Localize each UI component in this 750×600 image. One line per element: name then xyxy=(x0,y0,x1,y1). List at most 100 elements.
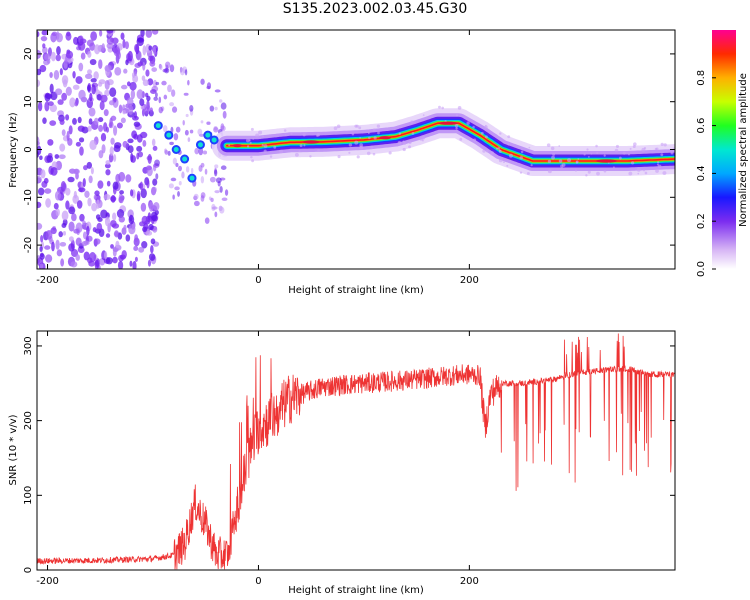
noise-blob xyxy=(96,199,100,210)
ridge-speckle xyxy=(422,114,425,117)
noise-blob xyxy=(126,97,134,107)
snr-plot-area xyxy=(37,331,675,570)
noise-blob xyxy=(215,177,222,184)
noise-blob xyxy=(154,92,158,98)
ridge-core xyxy=(232,144,243,148)
noise-blob xyxy=(90,78,97,83)
ridge-speckle xyxy=(603,154,606,157)
noise-blob xyxy=(141,240,148,249)
noise-blob xyxy=(40,235,44,243)
ridge-speckle xyxy=(547,169,552,174)
noise-blob xyxy=(113,125,118,136)
noise-blob xyxy=(61,92,68,101)
noise-blob xyxy=(72,168,80,175)
noise-blob xyxy=(78,41,86,51)
ridge-speckle xyxy=(333,126,338,131)
noise-blob xyxy=(39,253,45,260)
noise-blob xyxy=(91,84,96,95)
noise-blob xyxy=(56,46,61,56)
noise-blob xyxy=(129,81,137,91)
noise-blob xyxy=(104,251,108,260)
noise-blob xyxy=(71,213,77,222)
noise-blob xyxy=(140,188,147,199)
noise-blob xyxy=(113,154,117,162)
ridge-speckle xyxy=(263,144,268,148)
noise-blob xyxy=(104,163,111,169)
noise-blob xyxy=(153,96,158,101)
ridge-speckle xyxy=(662,171,667,176)
ridge-speckle xyxy=(656,163,659,166)
ridge-speckle xyxy=(299,144,303,148)
noise-blob xyxy=(189,129,194,134)
noise-blob xyxy=(146,165,152,171)
noise-blob xyxy=(150,89,157,94)
noise-blob xyxy=(152,46,157,55)
noise-blob xyxy=(87,51,92,58)
ridge-speckle xyxy=(454,124,459,128)
noise-blob xyxy=(50,91,58,101)
noise-blob xyxy=(39,263,44,269)
noise-blob xyxy=(65,50,74,59)
noise-blob xyxy=(198,147,204,156)
colorbar-tick-label: 0.6 xyxy=(696,118,707,134)
noise-blob xyxy=(90,167,94,175)
noise-blob xyxy=(152,79,158,88)
noise-blob xyxy=(94,44,101,55)
noise-blob xyxy=(55,208,60,217)
noise-blob xyxy=(78,137,85,143)
ridge-speckle xyxy=(560,164,564,168)
noise-blob xyxy=(56,249,63,257)
colorbar-label: Normalized spectral amplitude xyxy=(738,73,749,227)
noise-blob xyxy=(169,141,174,146)
noise-blob xyxy=(90,31,98,41)
noise-blob xyxy=(60,180,67,192)
ridge-speckle xyxy=(660,142,664,146)
noise-blob xyxy=(146,179,150,189)
noise-blob xyxy=(221,197,228,201)
noise-blob xyxy=(152,163,157,172)
ridge-speckle xyxy=(359,137,361,139)
ridge-speckle xyxy=(484,135,488,139)
noise-blob xyxy=(72,70,76,79)
y-tick-label: 200 xyxy=(23,411,34,430)
page-title: S135.2023.002.03.45.G30 xyxy=(282,1,468,17)
noise-blob xyxy=(39,245,43,253)
transition-bubble xyxy=(180,154,190,164)
ridge-speckle xyxy=(587,170,591,174)
ridge-speckle xyxy=(402,147,406,152)
noise-blob xyxy=(104,216,111,227)
noise-blob xyxy=(61,129,66,137)
noise-blob xyxy=(65,200,70,210)
noise-blob xyxy=(100,209,108,219)
noise-blob xyxy=(44,245,51,250)
noise-blob xyxy=(116,122,123,129)
noise-blob xyxy=(148,223,154,231)
noise-blob xyxy=(87,197,92,207)
ridge-speckle xyxy=(484,125,488,129)
noise-blob xyxy=(171,89,176,97)
noise-blob xyxy=(55,88,63,96)
transition-bubble xyxy=(153,121,163,131)
colorbar-tick-label: 0.8 xyxy=(696,70,707,86)
ridge-speckle xyxy=(577,158,580,160)
ridge-speckle xyxy=(558,145,561,147)
ridge-speckle xyxy=(519,156,523,160)
noise-blob xyxy=(112,248,117,257)
noise-blob xyxy=(110,219,117,228)
noise-blob xyxy=(37,145,42,156)
noise-blob xyxy=(150,211,158,222)
spectrogram-ylabel: Frequency (Hz) xyxy=(8,112,19,188)
noise-blob xyxy=(112,181,119,190)
noise-blob xyxy=(76,200,83,209)
noise-blob xyxy=(136,37,145,43)
y-tick-label: 0 xyxy=(23,567,34,573)
noise-blob xyxy=(222,110,227,119)
ridge-speckle xyxy=(356,155,360,159)
noise-blob xyxy=(93,194,97,200)
noise-blob xyxy=(68,243,75,252)
noise-blob xyxy=(178,180,182,186)
noise-blob xyxy=(89,59,97,66)
noise-blob xyxy=(114,142,122,149)
noise-blob xyxy=(40,169,46,179)
noise-blob xyxy=(87,257,93,264)
